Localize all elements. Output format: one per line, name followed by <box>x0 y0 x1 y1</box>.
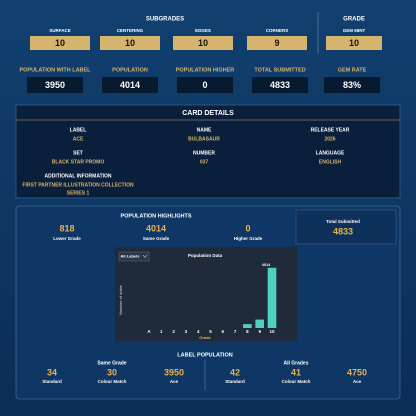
field-label: ADDITIONAL INFORMATION <box>44 173 111 179</box>
total-box <box>295 209 397 245</box>
label-pop-value: 42 <box>230 367 240 377</box>
grade-label: GEM MINT <box>343 28 366 33</box>
label-pop-value: 30 <box>107 367 117 377</box>
label-pop-value: 34 <box>47 367 57 377</box>
stat-label: GEM RATE <box>338 67 367 73</box>
x-tick-label: A <box>147 329 151 334</box>
field-value: FIRST PARTNER ILLUSTRATION COLLECTION <box>22 182 134 188</box>
subgrade-box <box>100 36 160 50</box>
filter-dropdown[interactable] <box>118 251 150 262</box>
stat-box <box>27 77 83 93</box>
subgrade-label: EDGES <box>195 28 211 33</box>
field-value: ACE <box>73 136 84 142</box>
x-tick-label: 1 <box>160 329 163 334</box>
bar <box>243 324 252 328</box>
label-pop-label: Colour Match <box>282 379 311 384</box>
bar <box>255 319 265 328</box>
label-pop-label: Standard <box>225 379 245 384</box>
stat-value: 4014 <box>120 80 140 90</box>
field-value: BULBASAUR <box>188 136 220 142</box>
highlight-label: Higher Grade <box>234 236 263 241</box>
x-tick-label: 7 <box>234 329 237 334</box>
grade-box <box>326 36 382 50</box>
field-value: 037 <box>200 159 209 165</box>
stat-box <box>177 77 233 93</box>
label-pop-value: 4750 <box>347 367 367 377</box>
stat-label: TOTAL SUBMITTED <box>254 67 305 73</box>
subgrade-label: CORNERS <box>266 28 289 33</box>
x-tick-label: 2 <box>172 329 175 334</box>
x-tick-label: 4 <box>197 329 200 334</box>
label-pop-label: Ace <box>353 379 362 384</box>
label-pop-label: Standard <box>42 379 62 384</box>
bar <box>267 267 277 328</box>
stat-value: 4833 <box>270 80 290 90</box>
panel-title: POPULATION HIGHLIGHTS <box>120 213 191 219</box>
field-label: LANGUAGE <box>316 150 345 156</box>
label-pop-label: Colour Match <box>98 379 127 384</box>
stat-value: 83% <box>343 80 361 90</box>
x-tick-label: 5 <box>209 329 212 334</box>
chart-area <box>115 247 297 341</box>
group-title: Same Grade <box>97 360 126 366</box>
field-label: RELEASE YEAR <box>311 127 350 133</box>
field-label: NUMBER <box>193 150 215 156</box>
field-label: SET <box>73 150 83 156</box>
stat-value: 0 <box>202 80 207 90</box>
subgrade-value: 10 <box>55 38 65 48</box>
stat-label: POPULATION <box>112 67 148 73</box>
y-axis-label: Number of slabs <box>119 285 123 315</box>
dropdown-arrow <box>142 254 148 258</box>
stat-value: 3950 <box>45 80 65 90</box>
stat-box <box>324 77 380 93</box>
highlight-label: Lower Grade <box>53 236 81 241</box>
highlight-value: 818 <box>59 223 74 233</box>
subgrade-box <box>30 36 90 50</box>
subgrade-box <box>247 36 307 50</box>
panel-title: CARD DETAILS <box>182 110 234 117</box>
group-title: All Grades <box>283 360 308 366</box>
stat-box <box>102 77 158 93</box>
chart-title: Population Data <box>188 253 223 258</box>
x-tick-label: 3 <box>185 329 188 334</box>
subgrade-label: CENTERING <box>117 28 144 33</box>
subgrade-value: 9 <box>274 38 279 48</box>
field-label: NAME <box>197 127 212 133</box>
x-tick-label: 10 <box>269 329 275 334</box>
total-label: Total Submitted <box>326 219 360 224</box>
highlight-value: 4014 <box>146 223 166 233</box>
highlight-label: Same Grade <box>143 236 170 241</box>
stat-label: POPULATION WITH LABEL <box>19 67 91 73</box>
field-value: BLACK STAR PROMO <box>52 159 105 165</box>
x-tick-label: 6 <box>222 329 225 334</box>
label-pop-value: 3950 <box>164 367 184 377</box>
section-title: GRADE <box>343 17 365 23</box>
highlight-value: 0 <box>245 223 250 233</box>
stat-label: POPULATION HIGHER <box>176 67 235 73</box>
stat-box <box>252 77 308 93</box>
subgrade-value: 10 <box>198 38 208 48</box>
card-details-panel <box>15 104 401 199</box>
grade-value: 10 <box>349 38 359 48</box>
field-value: SERIES 1 <box>67 190 90 196</box>
x-axis-label: Grade <box>199 335 211 340</box>
filter-label: All Labels <box>121 254 141 259</box>
subgrade-value: 10 <box>125 38 135 48</box>
subgrade-box <box>173 36 233 50</box>
label-pop-label: Ace <box>170 379 179 384</box>
total-value: 4833 <box>333 226 353 236</box>
field-value: ENGLISH <box>319 159 342 165</box>
subgrade-label: SURFACE <box>49 28 71 33</box>
data-label: 4014 <box>262 263 271 267</box>
x-tick-label: 8 <box>246 329 249 334</box>
section-title: SUBGRADES <box>146 17 184 23</box>
field-value: 2026 <box>324 136 335 142</box>
field-label: LABEL <box>70 127 87 133</box>
label-pop-value: 41 <box>291 367 301 377</box>
x-tick-label: 9 <box>258 329 261 334</box>
panel-title: LABEL POPULATION <box>177 352 232 358</box>
